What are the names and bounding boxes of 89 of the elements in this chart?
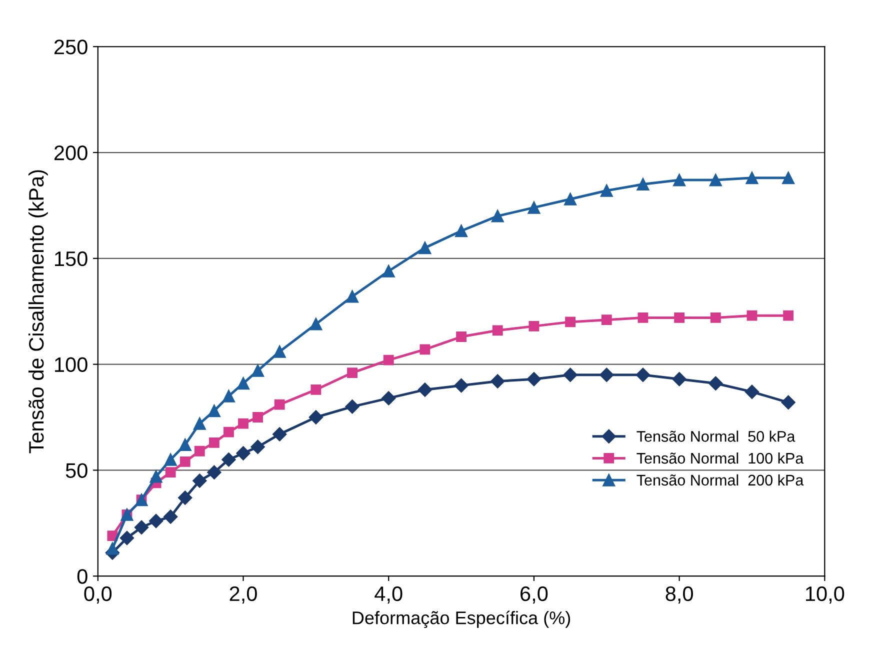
point: [207, 465, 222, 480]
x-tick-label: 0,0: [84, 586, 112, 604]
point: [347, 368, 358, 378]
point: [708, 376, 723, 390]
legend-label: Tensão Normal 50 kPa: [636, 430, 796, 442]
point: [746, 172, 758, 184]
point: [178, 490, 192, 505]
point: [238, 418, 248, 429]
point: [455, 224, 468, 238]
point: [106, 542, 119, 555]
point: [456, 332, 466, 342]
point: [148, 514, 164, 528]
point: [638, 312, 648, 323]
point: [346, 290, 359, 303]
point: [526, 372, 542, 386]
y-tick-label: 0: [77, 569, 88, 584]
point: [164, 453, 177, 466]
point: [636, 368, 650, 382]
point: [165, 467, 176, 478]
point: [236, 446, 250, 460]
point: [382, 264, 395, 278]
y-tick-label: 250: [54, 40, 88, 54]
point: [744, 384, 760, 399]
point: [178, 438, 192, 452]
point: [709, 174, 722, 186]
point: [491, 210, 504, 222]
point: [783, 310, 794, 321]
point: [636, 178, 650, 191]
point: [222, 452, 236, 467]
point: [418, 382, 432, 397]
x-tick-label: 4,0: [374, 586, 402, 604]
point: [272, 427, 287, 442]
point: [150, 470, 162, 483]
point: [528, 201, 540, 214]
point: [600, 184, 613, 197]
point: [746, 310, 758, 321]
point: [120, 530, 134, 546]
point: [492, 325, 503, 336]
point: [310, 384, 322, 395]
y-tick-label: 150: [55, 251, 88, 266]
point: [782, 172, 795, 184]
point: [192, 474, 207, 488]
point: [565, 316, 576, 328]
point: [528, 320, 540, 332]
point: [194, 446, 205, 456]
point: [208, 437, 220, 448]
point: [208, 404, 220, 418]
legend-label: Tensão Normal 200 kPa: [636, 474, 804, 486]
point: [180, 456, 190, 467]
point: [252, 364, 264, 377]
x-axis-title: Deformação Específica (%): [352, 610, 570, 628]
point: [383, 354, 394, 366]
point: [564, 192, 577, 206]
y-tick-label: 200: [54, 146, 88, 160]
point: [382, 391, 396, 406]
point: [308, 410, 324, 424]
point: [237, 377, 250, 390]
point: [674, 312, 685, 323]
point: [193, 417, 206, 430]
point: [274, 399, 285, 410]
point: [600, 368, 614, 382]
point: [454, 378, 468, 393]
y-tick-label: 50: [66, 463, 88, 478]
point: [420, 344, 430, 355]
legend-label: Tensão Normal 100 kPa: [636, 452, 804, 464]
point: [107, 530, 118, 542]
point: [781, 395, 796, 410]
point: [601, 314, 612, 326]
point: [563, 368, 578, 382]
point: [710, 312, 721, 323]
point: [134, 520, 149, 534]
x-tick-label: 8,0: [666, 586, 693, 604]
point: [672, 372, 686, 386]
point: [222, 390, 235, 402]
x-tick-label: 2,0: [230, 586, 257, 604]
point: [273, 345, 286, 358]
point: [418, 242, 432, 254]
point: [345, 400, 360, 414]
y-axis-title: Tensão de Cisalhamento (kPa): [28, 170, 48, 454]
point: [490, 374, 505, 388]
point: [673, 174, 686, 186]
point: [310, 318, 322, 330]
x-tick-label: 6,0: [520, 586, 548, 604]
point: [224, 426, 234, 438]
x-tick-label: 10,0: [806, 586, 844, 604]
point: [164, 510, 178, 524]
point: [252, 412, 263, 422]
point: [250, 440, 265, 454]
y-tick-label: 100: [55, 357, 88, 372]
